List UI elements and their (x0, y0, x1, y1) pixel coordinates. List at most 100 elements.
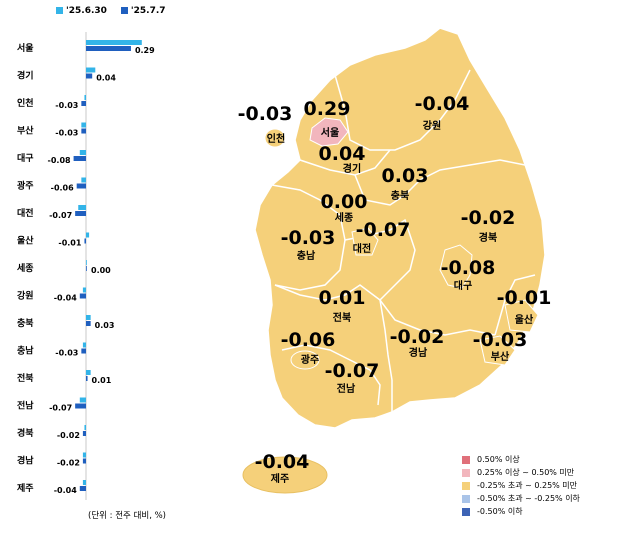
bar-this-week (86, 46, 131, 51)
bar-this-week (79, 486, 86, 491)
bar-prev-week (82, 480, 86, 485)
bar-this-week (76, 183, 86, 189)
bar-prev-week (84, 95, 86, 100)
bar-prev-week (82, 452, 86, 458)
bar-this-week (73, 156, 86, 161)
bar-prev-week (82, 342, 86, 348)
bar-prev-week (86, 67, 96, 73)
category-label: 충남 (17, 345, 34, 357)
category-label: 인천 (17, 98, 34, 109)
region-value: -0.03 (281, 227, 336, 249)
region-name: 울산 (515, 313, 534, 326)
ulsan-shape (504, 299, 539, 333)
bar-prev-week (86, 260, 87, 265)
category-label: 제주 (17, 482, 34, 494)
bar-this-week (86, 376, 88, 381)
bar-this-week (81, 128, 86, 134)
region-name: 세종 (335, 211, 353, 224)
value-label: 0.01 (92, 376, 112, 385)
bar-prev-week (81, 177, 86, 183)
bar-chart: 서울 0.29 경기 0.04 인천 -0.03 부산 -0.03 대구 -0.08 광주 -0.06… (17, 32, 155, 500)
bar-this-week (86, 321, 91, 326)
region-name: 제주 (271, 472, 289, 485)
legend-swatch (462, 481, 470, 490)
bar-this-week (81, 101, 86, 106)
region-name: 전북 (333, 311, 351, 324)
bar-this-week (84, 238, 86, 244)
daejeon-shape (351, 227, 379, 256)
bar-prev-week (86, 40, 142, 45)
region-name: 경기 (343, 162, 361, 175)
value-label: 0.03 (95, 321, 115, 330)
region-name: 충북 (391, 189, 409, 202)
region-name: 대전 (353, 242, 371, 255)
region-value: 0.03 (382, 165, 429, 187)
province-borders (271, 69, 536, 412)
value-label: -0.03 (55, 349, 78, 358)
value-label: -0.02 (57, 431, 80, 440)
region-name: 강원 (423, 119, 441, 132)
value-label: -0.04 (54, 294, 77, 303)
region-name: 인천 (267, 132, 285, 145)
unit-note: (단위 : 전주 대비, %) (88, 511, 167, 521)
map-labels: 0.29서울-0.03인천0.04경기-0.04강원0.03충북0.00세종-0… (238, 93, 552, 485)
value-label: -0.02 (57, 459, 80, 468)
category-label: 세종 (17, 262, 34, 274)
legend-swatch (462, 455, 470, 464)
bar-prev-week (84, 425, 86, 430)
region-name: 경북 (479, 231, 497, 244)
bar-prev-week (79, 150, 86, 155)
value-label: -0.03 (55, 129, 78, 138)
region-value: -0.03 (473, 329, 528, 351)
region-value: 0.29 (304, 98, 351, 120)
incheon-shape (264, 128, 286, 148)
region-value: -0.02 (461, 207, 516, 229)
region-name: 경남 (409, 346, 428, 359)
category-label: 경북 (17, 427, 34, 439)
category-label: 울산 (17, 235, 34, 247)
region-name: 대구 (454, 279, 472, 292)
category-label: 광주 (17, 180, 34, 192)
bar-this-week (75, 403, 86, 409)
region-value: -0.06 (281, 329, 336, 351)
bar-prev-week (81, 122, 86, 128)
legend-row: 0.50% 이상 (462, 453, 622, 466)
value-label: 0.00 (91, 266, 111, 275)
bar-prev-week (86, 315, 91, 320)
region-name: 전남 (337, 382, 356, 395)
value-label: -0.04 (54, 486, 77, 495)
bar-this-week (82, 431, 86, 436)
region-value: 0.04 (319, 143, 366, 165)
bar-prev-week (86, 232, 90, 238)
bar-this-week (86, 73, 93, 79)
bar-prev-week (82, 287, 86, 293)
busan-shape (479, 335, 516, 366)
legend-row: -0.25% 초과 ~ 0.25% 미만 (462, 479, 622, 492)
bar-this-week (82, 458, 86, 464)
color-legend: 0.50% 이상 0.25% 이상 ~ 0.50% 미만 -0.25% 초과 ~… (462, 453, 622, 518)
category-label: 서울 (17, 42, 34, 54)
category-label: 충북 (17, 317, 34, 329)
region-value: -0.01 (497, 287, 552, 309)
value-label: -0.08 (48, 156, 71, 165)
region-value: -0.04 (255, 451, 310, 473)
region-name: 광주 (301, 354, 319, 366)
category-label: 부산 (17, 125, 34, 137)
value-label: -0.07 (49, 211, 72, 220)
jeju-shape (242, 456, 328, 494)
value-label: 0.04 (96, 74, 116, 83)
series-legend-item-2: '25.7.7 (120, 6, 166, 16)
series-legend-item-1: '25.6.30 (56, 6, 107, 16)
legend-swatch (462, 507, 470, 516)
category-label: 전북 (17, 372, 34, 384)
region-value: -0.07 (356, 219, 411, 241)
bar-this-week (86, 266, 87, 271)
region-value: 0.01 (319, 287, 366, 309)
region-value: -0.02 (390, 326, 445, 348)
bar-prev-week (79, 397, 86, 403)
series-legend: '25.6.30 '25.7.7 (56, 6, 166, 16)
value-label: -0.07 (49, 404, 72, 413)
region-name: 부산 (491, 350, 510, 363)
legend-swatch (462, 494, 470, 503)
bar-this-week (79, 293, 86, 299)
